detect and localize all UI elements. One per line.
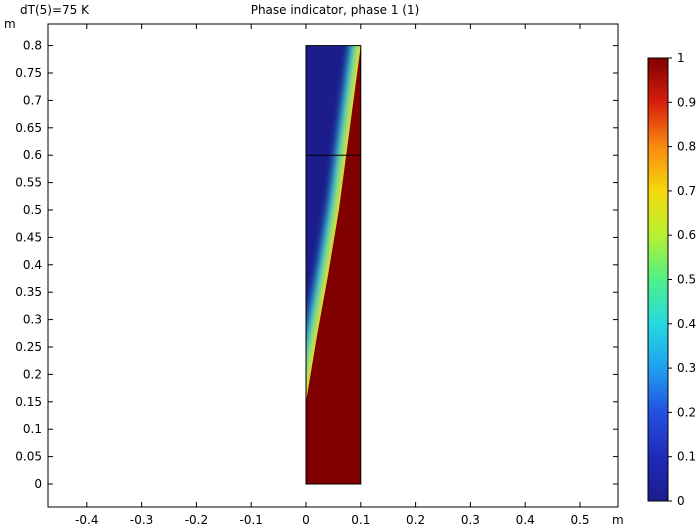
x-tick-label: -0.4 — [75, 513, 98, 527]
x-tick-label: 0 — [302, 513, 310, 527]
x-tick-label: 0.2 — [406, 513, 425, 527]
y-tick-label: 0.5 — [23, 203, 42, 217]
colorbar-tick-label: 0.8 — [677, 140, 696, 154]
x-tick-label: 0.1 — [351, 513, 370, 527]
x-tick-label: 0.3 — [461, 513, 480, 527]
y-tick-label: 0.6 — [23, 148, 42, 162]
colorbar-tick-label: 0.3 — [677, 361, 696, 375]
colorbar-tick-label: 0.6 — [677, 228, 696, 242]
x-tick-label: -0.2 — [185, 513, 208, 527]
y-tick-label: 0.3 — [23, 313, 42, 327]
y-tick-label: 0.4 — [23, 258, 42, 272]
y-tick-label: 0.15 — [15, 395, 42, 409]
colorbar-tick-label: 0.5 — [677, 273, 696, 287]
y-tick-label: 0.35 — [15, 285, 42, 299]
x-tick-label: -0.1 — [239, 513, 262, 527]
x-tick-label: -0.3 — [130, 513, 153, 527]
domain-outline — [305, 45, 362, 485]
x-tick-label: 0.4 — [516, 513, 535, 527]
colorbar-tick-label: 0.9 — [677, 95, 696, 109]
y-tick-label: 0.75 — [15, 66, 42, 80]
colorbar-tick-label: 0.2 — [677, 405, 696, 419]
y-axis-unit: m — [4, 17, 16, 31]
axis-ticks: -0.4 -0.3 -0.2 -0.1 0 0.1 0.2 0.3 0.4 0.5 0 0.05 0.1… — [15, 24, 618, 527]
parameter-label: dT(5)=75 K — [20, 3, 90, 17]
colorbar-tick-label: 0.1 — [677, 450, 696, 464]
y-tick-label: 0.7 — [23, 93, 42, 107]
x-tick-label: 0.5 — [570, 513, 589, 527]
colorbar — [647, 57, 669, 502]
y-tick-label: 0.25 — [15, 340, 42, 354]
x-axis-unit: m — [612, 513, 624, 527]
y-tick-label: 0.65 — [15, 121, 42, 135]
y-tick-label: 0.55 — [15, 176, 42, 190]
y-tick-label: 0 — [34, 477, 42, 491]
colorbar-tick-label: 1 — [677, 51, 685, 65]
y-tick-label: 0.05 — [15, 450, 42, 464]
colorbar-tick-label: 0.7 — [677, 184, 696, 198]
y-tick-label: 0.2 — [23, 367, 42, 381]
y-tick-label: 0.1 — [23, 422, 42, 436]
y-tick-label: 0.8 — [23, 39, 42, 53]
y-tick-label: 0.45 — [15, 230, 42, 244]
plot-title: Phase indicator, phase 1 (1) — [251, 3, 420, 17]
colorbar-tick-label: 0 — [677, 494, 685, 508]
colorbar-tick-label: 0.4 — [677, 317, 696, 331]
colorbar-ticks: 0 0.1 0.2 0.3 0.4 0.5 0.6 0.7 0.8 0.9 1 — [668, 51, 696, 508]
